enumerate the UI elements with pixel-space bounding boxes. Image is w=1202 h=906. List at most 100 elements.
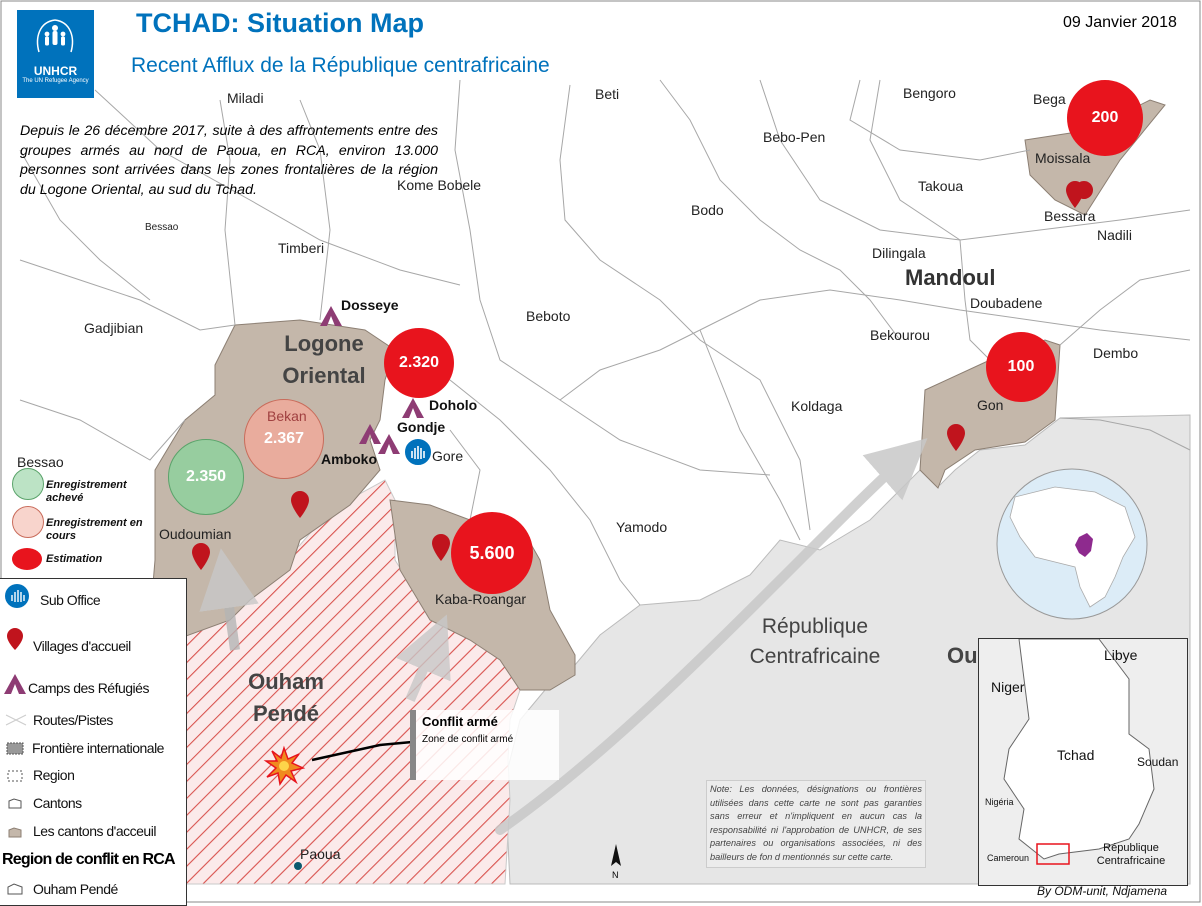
place-label: Dilingala [872,245,926,261]
place-label: Beboto [526,308,571,324]
region-label-ouham-pende: Ouham Pendé [248,669,324,726]
figure-label: 5.600 [469,542,515,563]
legend-label-done: Enregistrement achevé [46,479,127,504]
page-subtitle: Recent Afflux de la République centrafri… [131,54,550,77]
host-cantons-icon [8,827,22,838]
conflict-burst-icon [263,745,306,786]
place-label: Ou [947,643,978,668]
unhcr-emblem-icon [36,19,74,53]
place-label: Bodo [691,202,724,218]
place-label: Gadjibian [84,320,144,336]
figure-circle-kaba: 5.600 [451,512,533,594]
legend-item-sub-office: Sub Office [40,592,101,608]
figure-circle-bekan: 2.367 [244,399,324,479]
conflict-heading: Conflit armé [422,714,498,729]
place-label: Moissala [1035,150,1091,166]
border-icon [6,742,24,755]
inset-label: République Centrafricaine [1096,842,1166,867]
legend-swatch-ongoing [12,506,44,538]
camp-label: Gondje [397,419,446,435]
arrow-rca-east [495,438,928,835]
figure-label: 2.350 [185,468,227,485]
org-tagline: The UN Refugee Agency [22,78,89,84]
place-label: Kome Bobele [397,177,482,193]
roads-icon [5,714,27,726]
sub-office-icon [5,584,29,608]
conflict-callout: Conflit armé Zone de conflit armé [410,710,559,780]
village-pin-icons [192,181,1094,570]
paoua-dot [294,862,302,870]
village-pin-icon [7,628,23,650]
legend-swatch-estimate [12,548,42,570]
place-label: Bekourou [870,327,930,343]
region-icon [7,770,23,782]
place-label: Bessao [17,454,64,470]
region-label-logone-oriental: Logone Oriental [282,331,366,388]
place-label: Paoua [300,846,341,862]
intro-text: Depuis le 26 décembre 2017, suite à des … [20,123,438,198]
cantons-icon [8,798,22,809]
region-label-mandoul: Mandoul [905,265,996,290]
place-label: Koldaga [791,398,843,414]
place-label: Bengoro [903,85,956,101]
inset-label: Niger [991,679,1025,695]
map-date: 09 Janvier 2018 [1063,14,1177,31]
place-label: Bessara [1044,208,1096,224]
place-label: Oudoumian [159,526,232,542]
place-label: Miladi [227,90,264,106]
place-label: Gore [432,448,464,464]
ouham-pende-icon [7,883,23,895]
place-label: Bega [1033,91,1066,107]
place-label: Nadili [1097,227,1133,243]
camp-label: Dosseye [341,297,399,313]
inset-label: Soudan [1137,755,1179,769]
legend-heading-conflict: Region de conflit en RCA [2,851,176,868]
place-label: Yamodo [616,519,668,535]
unhcr-logo: UNHCR The UN Refugee Agency [17,10,94,98]
legend-label-ongoing: Enregistrement en cours [46,517,143,542]
legend-item-villages: Villages d'accueil [33,638,131,654]
country-label-rca: République Centrafricaine [749,615,881,668]
inset-map: Libye Niger Tchad Soudan Nigéria Camerou… [978,638,1188,886]
conflict-text: Zone de conflit armé [422,734,514,745]
legend-item-cantons: Cantons [33,795,82,811]
org-name: UNHCR [33,64,78,78]
legend-item-roads: Routes/Pistes [33,712,113,728]
legend-item-border: Frontière internationale [32,740,164,756]
inset-label: Libye [1104,647,1138,663]
disclaimer-note: Note: Les données, désignations ou front… [706,780,926,868]
place-label: Bekan [267,408,307,424]
north-label: N [612,870,619,880]
figure-label: 200 [1091,109,1119,126]
arrow-kaba [395,614,451,702]
sub-office-icon [403,437,433,467]
figure-label: 2.367 [263,430,305,447]
inset-label: Tchad [1057,747,1095,763]
legend-label-estimate: Estimation [46,553,103,565]
inset-label: Nigéria [985,797,1014,807]
inset-shape [1003,639,1155,865]
credit-text: By ODM-unit, Ndjamena [1037,884,1168,898]
place-label: Bessao [145,222,179,233]
figure-circle-gon: 100 [986,332,1056,402]
place-label: Bebo-Pen [763,129,826,145]
figure-circle-moissala: 200 [1067,80,1143,156]
map-legend: Sub Office Villages d'accueil Camps des … [0,578,187,906]
place-label: Gon [977,397,1004,413]
place-label: Kaba-Roangar [435,591,527,607]
road-network [19,79,1191,606]
figure-circle-doholo: 2.320 [384,328,454,398]
legend-item-region: Region [33,767,75,783]
inset-label: Cameroun [987,853,1030,863]
place-label: Takoua [918,178,964,194]
camp-label: Amboko [321,451,377,467]
figure-label: 100 [1007,358,1035,375]
legend-item-ouham-pende: Ouham Pendé [33,881,118,897]
globe-locator [996,468,1148,620]
page-title: TCHAD: Situation Map [136,8,424,38]
status-legend: Enregistrement achevé Enregistrement en … [8,462,153,577]
legend-item-host-cantons: Les cantons d'acceuil [33,823,156,839]
place-label: Doubadene [970,295,1043,311]
conflict-leader-line [311,740,413,762]
